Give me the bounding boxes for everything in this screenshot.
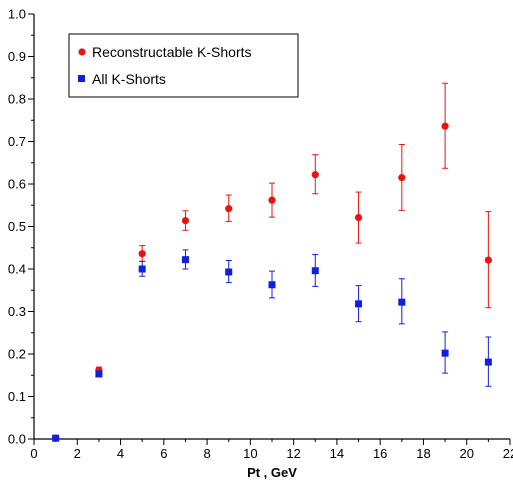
data-point xyxy=(225,205,233,213)
data-point xyxy=(225,268,233,276)
data-point xyxy=(52,434,60,442)
data-point xyxy=(354,213,363,222)
x-tick-label: 0 xyxy=(30,446,37,461)
series-1 xyxy=(52,249,492,442)
y-tick-label: 1.0 xyxy=(8,7,26,22)
data-point xyxy=(181,256,189,264)
data-point xyxy=(181,216,190,225)
x-tick-label: 6 xyxy=(160,446,167,461)
y-tick-label: 0.8 xyxy=(8,92,26,107)
x-tick-label: 14 xyxy=(330,446,344,461)
y-tick-label: 0.6 xyxy=(8,177,26,192)
data-point xyxy=(484,358,492,366)
legend-label-reconstructable: Reconstructable K-Shorts xyxy=(92,44,252,60)
y-tick-label: 0.4 xyxy=(8,262,26,277)
data-point xyxy=(441,122,449,130)
axes: 0 2 4 6 8 10 12 14 16 18 20 22 0.0 0.1 0.2 0.3 0.4 0.5 0.6… xyxy=(8,7,513,462)
data-point xyxy=(398,298,406,306)
x-axis-label: Pt , GeV xyxy=(247,465,297,480)
x-tick-label: 20 xyxy=(459,446,473,461)
y-tick-label: 0.9 xyxy=(8,49,26,64)
data-point xyxy=(138,250,146,258)
data-point xyxy=(95,370,103,378)
y-tick-label: 0.7 xyxy=(8,134,26,149)
legend-label-all: All K-Shorts xyxy=(92,71,166,87)
legend-marker-all xyxy=(78,75,85,82)
x-tick-label: 16 xyxy=(373,446,387,461)
data-point xyxy=(268,281,276,289)
y-tick-label: 0.5 xyxy=(8,219,26,234)
y-tick-label: 0.1 xyxy=(8,389,26,404)
x-tick-label: 8 xyxy=(203,446,210,461)
legend-box xyxy=(68,33,299,98)
x-tick-label: 12 xyxy=(286,446,300,461)
data-point xyxy=(138,265,146,273)
legend: Reconstructable K-Shorts All K-Shorts xyxy=(68,33,299,98)
data-point xyxy=(355,300,363,308)
data-point xyxy=(311,267,319,275)
legend-marker-reconstructable xyxy=(78,48,86,56)
x-tick-label: 4 xyxy=(117,446,124,461)
x-tick-label: 22 xyxy=(503,446,513,461)
x-tick-label: 18 xyxy=(416,446,430,461)
series-layer xyxy=(52,82,492,442)
y-tick-label: 0.0 xyxy=(8,432,26,447)
y-tick-label: 0.3 xyxy=(8,304,26,319)
data-point xyxy=(398,174,406,182)
data-point xyxy=(441,349,449,357)
data-point xyxy=(311,171,319,179)
x-tick-label: 10 xyxy=(243,446,257,461)
y-tick-label: 0.2 xyxy=(8,347,26,362)
data-point xyxy=(484,256,492,264)
data-point xyxy=(268,196,276,204)
x-tick-label: 2 xyxy=(74,446,81,461)
